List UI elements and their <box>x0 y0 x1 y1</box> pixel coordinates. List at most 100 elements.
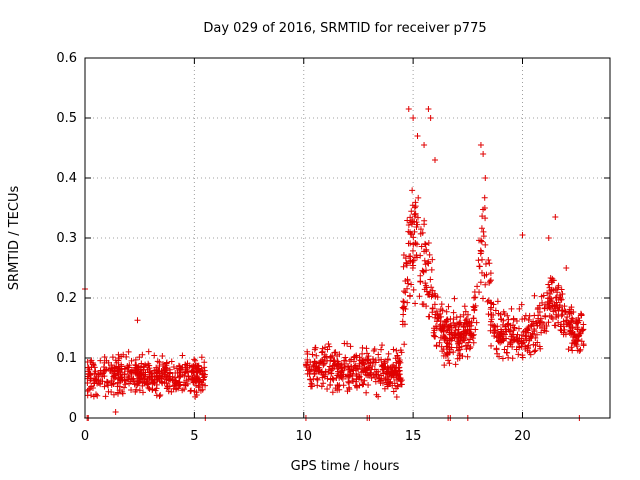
data-point <box>507 322 514 329</box>
data-point <box>454 355 461 362</box>
data-point <box>477 237 484 244</box>
data-point <box>405 222 412 229</box>
data-point <box>359 344 366 351</box>
data-point <box>524 327 531 334</box>
data-point <box>375 351 382 358</box>
data-point <box>405 106 412 112</box>
data-point <box>121 384 128 391</box>
data-point <box>460 324 467 331</box>
data-point <box>114 380 121 387</box>
data-point <box>546 284 553 291</box>
data-point <box>316 369 323 376</box>
data-point <box>471 307 478 314</box>
data-point <box>520 328 527 335</box>
data-point <box>182 361 189 368</box>
data-point <box>429 256 436 263</box>
data-point <box>491 322 498 329</box>
data-point <box>438 301 445 308</box>
data-point <box>320 380 327 387</box>
data-point <box>437 334 444 341</box>
data-point <box>399 321 406 328</box>
data-point <box>132 365 139 372</box>
data-point <box>379 380 386 387</box>
data-point <box>125 374 132 381</box>
x-tick-label: 5 <box>190 429 198 444</box>
data-point <box>102 393 109 400</box>
data-point <box>510 336 517 343</box>
data-point <box>413 219 420 226</box>
data-point <box>121 365 128 372</box>
data-point <box>554 302 561 309</box>
data-point <box>424 260 431 267</box>
data-point <box>397 378 404 385</box>
data-point <box>400 298 407 305</box>
data-point <box>183 368 190 375</box>
data-point <box>182 382 189 389</box>
data-point <box>358 376 365 383</box>
data-point <box>492 307 499 314</box>
data-point <box>366 371 373 378</box>
data-point <box>505 316 512 323</box>
data-point <box>346 386 353 393</box>
data-point <box>422 280 429 287</box>
data-point <box>525 317 532 324</box>
data-point <box>132 388 139 395</box>
data-point <box>448 344 455 351</box>
data-point <box>181 386 188 393</box>
chart-title: Day 029 of 2016, SRMTID for receiver p77… <box>203 21 486 36</box>
data-point <box>467 344 474 351</box>
data-point <box>346 366 353 373</box>
data-point <box>108 368 115 375</box>
data-point <box>441 324 448 331</box>
data-point <box>344 363 351 370</box>
data-point <box>156 393 163 400</box>
data-point <box>528 322 535 329</box>
data-point <box>95 379 102 386</box>
data-point <box>189 367 196 374</box>
data-point <box>108 380 115 387</box>
data-point <box>477 142 484 148</box>
data-point <box>428 266 435 273</box>
data-point <box>328 370 335 377</box>
data-point <box>427 115 434 121</box>
data-point <box>579 327 586 334</box>
data-point <box>312 344 319 351</box>
data-point <box>488 342 495 349</box>
data-point <box>379 342 386 349</box>
data-point <box>329 389 336 396</box>
data-point <box>319 374 326 381</box>
data-point <box>551 303 558 310</box>
data-point <box>431 301 438 308</box>
data-point <box>365 353 372 360</box>
data-point <box>546 294 553 301</box>
x-tick-label: 15 <box>405 429 422 444</box>
x-tick-label: 20 <box>514 429 531 444</box>
data-point <box>309 351 316 358</box>
data-point <box>404 277 411 284</box>
data-point <box>202 382 209 389</box>
data-point <box>170 364 177 371</box>
data-point <box>576 347 583 354</box>
data-point <box>149 386 156 393</box>
data-point <box>514 331 521 338</box>
data-point <box>494 334 501 341</box>
data-point <box>140 389 147 396</box>
x-axis: 0 5 10 15 20 <box>81 58 531 444</box>
data-point <box>444 343 451 350</box>
data-point <box>136 387 143 394</box>
data-point <box>195 367 202 374</box>
data-point <box>508 305 515 312</box>
data-point <box>94 392 101 399</box>
data-point <box>123 377 130 384</box>
data-point <box>504 349 511 356</box>
data-point <box>431 290 438 297</box>
data-point <box>303 362 310 369</box>
data-point <box>132 356 139 363</box>
data-point <box>499 330 506 337</box>
data-point <box>85 373 92 380</box>
data-point <box>428 284 435 291</box>
data-point <box>185 376 192 383</box>
data-point <box>370 358 377 365</box>
data-point <box>537 345 544 352</box>
data-point <box>200 376 207 383</box>
